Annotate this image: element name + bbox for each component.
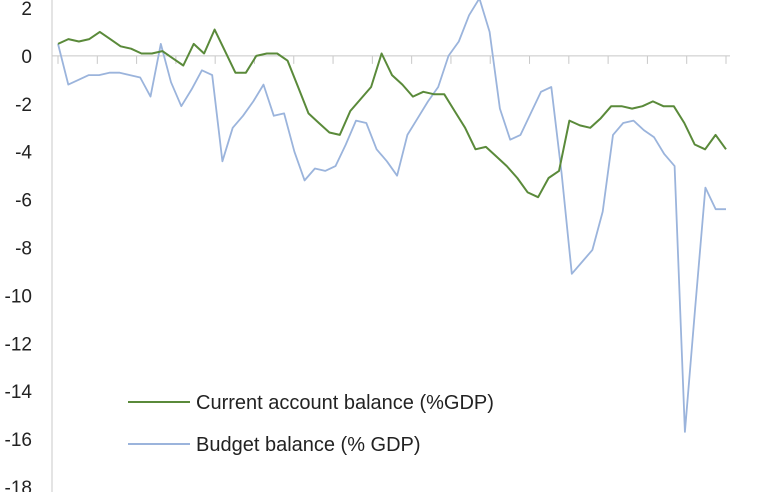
y-tick-label: 0 (21, 47, 32, 68)
series-lines (57, 0, 727, 433)
y-tick-label: -4 (15, 143, 32, 164)
y-tick-label: -16 (5, 430, 32, 451)
y-axis: 2 0 -2 -4 -6 -8 -10 -12 -14 -16 -18 (5, 0, 53, 492)
y-tick-label: -8 (15, 239, 32, 260)
y-tick-label: -14 (5, 382, 33, 403)
y-tick-label: -6 (15, 191, 32, 212)
x-axis (52, 55, 730, 64)
y-tick-label: -2 (15, 95, 32, 116)
legend-label-budget-balance: Budget balance (% GDP) (196, 434, 421, 456)
y-tick-label: -10 (5, 286, 32, 307)
series-line-current-account (57, 28, 727, 199)
y-tick-label: -12 (5, 334, 32, 355)
y-tick-label: 2 (21, 0, 32, 20)
y-tick-label: -18 (5, 478, 32, 492)
legend: Current account balance (%GDP) Budget ba… (128, 392, 494, 456)
legend-label-current-account: Current account balance (%GDP) (196, 392, 494, 414)
series-line-budget-balance (57, 0, 726, 433)
